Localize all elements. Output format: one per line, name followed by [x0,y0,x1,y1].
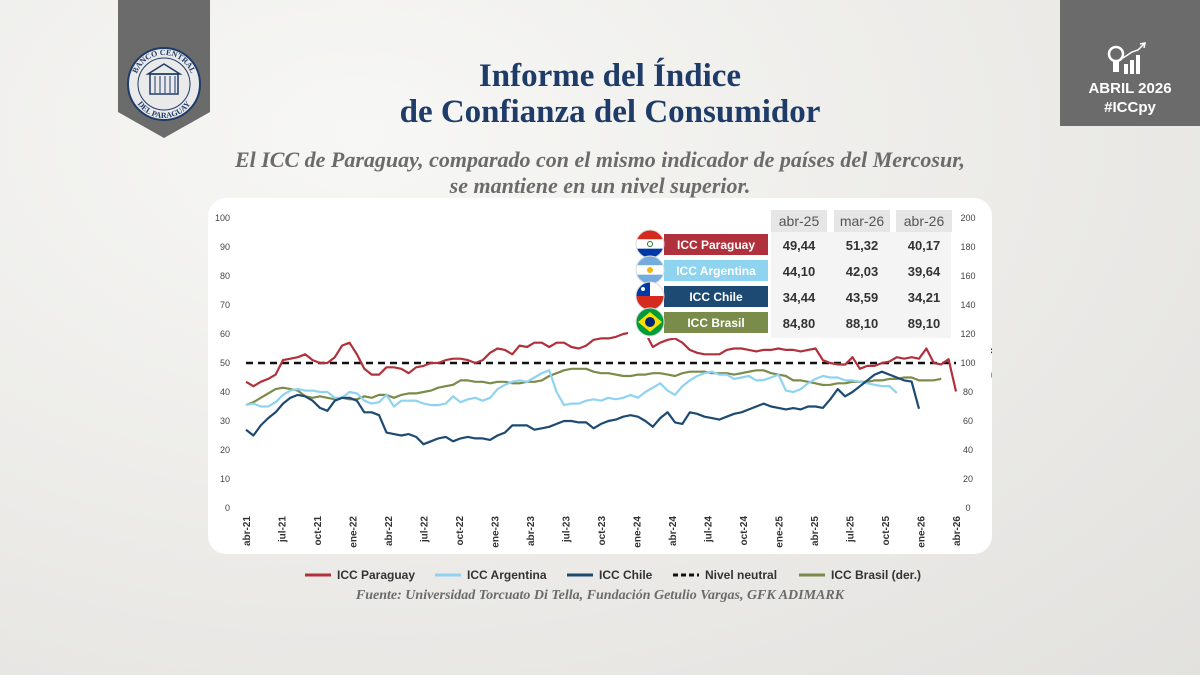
table-row-label-bg [664,260,768,281]
y-tick-label: 30 [220,416,230,426]
y2-tick-label: 40 [963,445,973,455]
x-tick-label: ene-26 [917,516,928,548]
y2-tick-label: 80 [963,387,973,397]
y2-tick-label: 180 [960,242,975,252]
x-tick-label: ene-24 [633,516,644,548]
x-tick-label: abr-21 [242,516,253,546]
date-badge: ABRIL 2026 #ICCpy [1060,0,1200,126]
x-tick-label: oct-25 [881,516,892,546]
y-tick-label: 50 [220,358,230,368]
badge-hashtag: #ICCpy [1104,99,1156,116]
x-tick-label: abr-23 [526,516,537,546]
icc-line-chart: 0 10 20 30 40 50 60 70 80 90 100 0 20 40 60 80 100 120 140… [215,210,992,548]
legend-label: ICC Argentina [467,568,547,582]
table-value: 49,44 [783,238,816,253]
table-value: 34,44 [783,290,816,305]
y2-tick-label: 200 [960,213,975,223]
x-tick-label: jul-23 [562,516,573,544]
x-tick-label: abr-25 [810,516,821,546]
legend-label: Nivel neutral [705,568,777,582]
y2-tick-label: 120 [960,329,975,339]
x-tick-label: jul-21 [278,516,289,544]
y-tick-label: 40 [220,387,230,397]
x-tick-label: jul-24 [704,516,715,544]
y-tick-label: 90 [220,242,230,252]
series-line-icc-chile [245,370,921,446]
series-line-icc-paraguay [245,330,958,392]
legend-label: ICC Brasil (der.) [831,568,921,582]
table-value: 51,32 [846,238,879,253]
x-tick-label: oct-23 [597,516,608,546]
table-row-label-bg [664,234,768,255]
y2-tick-label: 140 [960,300,975,310]
x-tick-label: ene-22 [349,516,360,548]
brasil-flag-icon [635,307,665,337]
table-row-label-bg [664,286,768,307]
y-tick-label: 80 [220,271,230,281]
legend-label: ICC Chile [599,568,653,582]
table-value: 34,21 [908,290,941,305]
x-tick-label: oct-21 [313,516,324,546]
table-value: 84,80 [783,316,816,331]
x-tick-label: oct-24 [739,516,750,546]
table-row-label: ICC Chile [689,290,743,304]
badge-date: ABRIL 2026 [1088,80,1172,97]
chart-card: 0 10 20 30 40 50 60 70 80 90 100 0 20 40 60 80 100 120 140… [208,198,992,554]
y2-tick-label: 60 [963,416,973,426]
table-row-label-bg [664,312,768,333]
table-header-label: abr-26 [904,213,945,229]
subtitle-line1: El ICC de Paraguay, comparado con el mis… [234,147,966,172]
y-tick-label: 60 [220,329,230,339]
y-tick-label: 0 [225,503,230,513]
table-header-cell [771,210,827,232]
table-value: 43,59 [846,290,879,305]
table-header-label: abr-25 [779,213,820,229]
y-tick-label: 10 [220,474,230,484]
y2-tick-label: 20 [963,474,973,484]
x-tick-label: jul-22 [420,516,431,544]
x-tick-label: abr-24 [668,516,679,546]
y2-tick-label: 0 [965,503,970,513]
table-row-label: ICC Brasil [687,316,744,330]
series-line-icc-argentina [245,369,898,408]
argentina-flag-icon [635,255,665,285]
legend-label: ICC Paraguay [337,568,415,582]
table-value: 44,10 [783,264,816,279]
y2-tick-label: 100 [960,358,975,368]
table-value: 39,64 [908,264,941,279]
x-tick-label: abr-26 [952,516,963,546]
x-tick-label: abr-22 [384,516,395,546]
table-row-label: ICC Argentina [676,264,756,278]
table-row-label: ICC Paraguay [677,238,755,252]
table-values-bg [771,232,951,338]
table-value: 88,10 [846,316,879,331]
page-title-line1: Informe del Índice [478,58,742,94]
bulb-chart-icon [1107,42,1146,74]
x-tick-label: ene-25 [775,516,786,548]
x-tick-label: jul-25 [846,516,857,544]
table-header-label: mar-26 [840,213,885,229]
table-value: 89,10 [908,316,941,331]
y2-tick-label: 160 [960,271,975,281]
chile-flag-icon [635,281,665,311]
x-tick-label: ene-23 [491,516,502,548]
source-note: Fuente: Universidad Torcuato Di Tella, F… [355,588,845,603]
bcp-logo: BANCO CENTRAL DEL PARAGUAY [118,0,210,138]
paraguay-flag-icon [635,229,665,259]
y-tick-label: 70 [220,300,230,310]
table-header-cell [834,210,890,232]
y2-axis-label: Brasil [990,348,992,379]
chart-legend: ICC Paraguay ICC Argentina ICC Chile Nivel … [305,568,921,582]
y-tick-label: 20 [220,445,230,455]
page-title-line2: de Confianza del Consumidor [399,94,821,130]
x-tick-label: oct-22 [455,516,466,546]
subtitle-line2: se mantiene en un nivel superior. [449,173,751,198]
table-value: 42,03 [846,264,879,279]
table-value: 40,17 [908,238,941,253]
y-tick-label: 100 [215,213,230,223]
table-header-cell [896,210,952,232]
